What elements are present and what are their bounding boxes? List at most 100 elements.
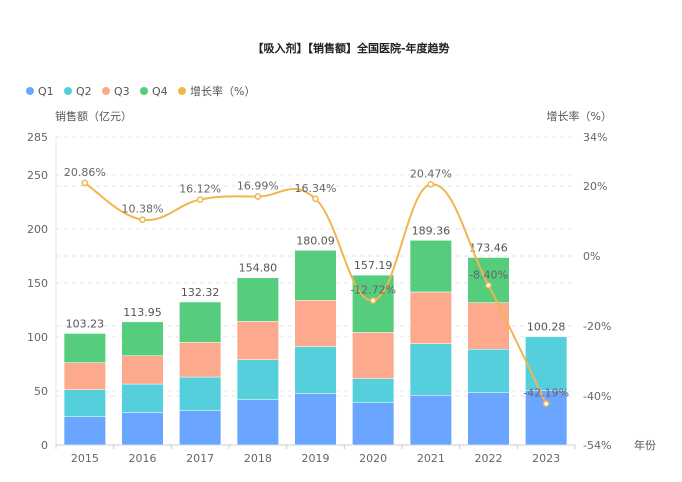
bar-total-label: 173.46 <box>469 242 508 255</box>
growth-rate-point <box>542 400 550 408</box>
growth-rate-point <box>139 216 146 224</box>
y2-tick-label: 0% <box>583 250 600 263</box>
bar-q3-2020 <box>352 332 395 380</box>
y-tick-label: 0 <box>41 439 48 452</box>
bar-q2-2015 <box>63 389 106 417</box>
y-tick-label: 150 <box>27 277 48 290</box>
bar-total-label: 154.80 <box>239 262 278 275</box>
bar-q1-2015 <box>63 416 106 446</box>
growth-rate-label: 10.38% <box>122 203 164 216</box>
bar-q3-2015 <box>63 362 106 390</box>
bar-q2-2021 <box>409 343 452 396</box>
bar-q4-2016 <box>121 321 164 356</box>
bar-q3-2016 <box>121 355 164 385</box>
x-tick-label: 2015 <box>71 452 99 465</box>
bar-q1-2020 <box>352 402 395 446</box>
y-tick-label: 250 <box>27 169 48 182</box>
bar-q1-2021 <box>409 395 452 446</box>
bar-series <box>63 240 568 446</box>
bar-q3-2022 <box>467 302 510 350</box>
growth-rate-point <box>427 181 435 188</box>
growth-rate-label: 20.86% <box>64 166 106 179</box>
chart-title: 【吸入剂】【销售额】全国医院-年度趋势 <box>252 41 449 55</box>
legend-marker-4 <box>178 87 186 95</box>
growth-rate-label: 16.12% <box>179 183 221 196</box>
x-tick-label: 2023 <box>532 452 560 465</box>
bar-q1-2016 <box>121 412 164 446</box>
x-tick-label: 2020 <box>359 452 387 465</box>
bar-q4-2017 <box>179 301 222 343</box>
y-axis-name: 销售额（亿元） <box>55 109 132 123</box>
bar-q1-2018 <box>236 399 279 446</box>
growth-rate-point <box>196 196 204 203</box>
growth-rate-point <box>254 193 262 200</box>
bar-q2-2019 <box>294 346 337 394</box>
y2-tick-label: 34% <box>583 131 607 144</box>
x-tick-label: 2017 <box>186 452 214 465</box>
bar-q2-2023 <box>525 336 568 391</box>
legend-label-0: Q1 <box>38 85 54 98</box>
x-tick-label: 2019 <box>302 452 330 465</box>
growth-rate-series: 20.86% 10.38% 16.12% 16.99% 16.34% -12.72% 20.… <box>64 166 569 408</box>
x-axis-name: 年份 <box>634 438 656 452</box>
bar-total-label: 103.23 <box>66 317 105 330</box>
bar-q1-2022 <box>467 392 510 446</box>
y2-tick-label: 20% <box>583 180 607 193</box>
bar-total-labels: 103.23 113.95 132.32 154.80 180.09 157.19 189.… <box>66 224 566 333</box>
bar-q4-2015 <box>63 333 106 363</box>
growth-rate-line <box>84 182 548 405</box>
bar-total-label: 132.32 <box>181 286 220 299</box>
legend-label-2: Q3 <box>114 85 130 98</box>
legend: Q1 Q2 Q3 Q4 增长率（%） <box>26 84 255 98</box>
x-tick-label: 2022 <box>475 452 503 465</box>
legend-label-1: Q2 <box>76 85 92 98</box>
bar-q3-2018 <box>236 321 279 360</box>
bar-q2-2017 <box>179 376 222 411</box>
bar-q3-2021 <box>409 291 452 344</box>
legend-label-4: 增长率（%） <box>190 84 255 98</box>
growth-rate-label: 16.99% <box>237 180 279 193</box>
growth-rate-label: -8.40% <box>469 268 508 281</box>
legend-label-3: Q4 <box>152 85 168 98</box>
bar-q2-2020 <box>352 378 395 403</box>
growth-rate-point <box>485 282 492 289</box>
bar-q2-2018 <box>236 359 279 400</box>
growth-rate-point <box>81 179 89 187</box>
growth-rate-label: -42.19% <box>523 387 569 400</box>
y-tick-label: 200 <box>27 223 48 236</box>
legend-marker-3 <box>140 87 148 95</box>
y2-tick-label: -20% <box>583 320 611 333</box>
y-tick-label: 100 <box>27 331 48 344</box>
bar-q4-2022 <box>467 257 510 303</box>
axes: 0 50 100 150 200 250 285 -54% -40% -20% 0% 20% 34% 20… <box>27 131 611 465</box>
bar-q1-2017 <box>179 410 222 446</box>
bar-q4-2018 <box>236 277 279 322</box>
x-tick-label: 2021 <box>417 452 445 465</box>
y-tick-label: 285 <box>27 131 48 144</box>
y-tick-label: 50 <box>34 385 48 398</box>
growth-rate-point <box>312 195 319 203</box>
bar-q4-2019 <box>294 250 337 301</box>
bar-q2-2016 <box>121 383 164 413</box>
growth-rate-label: -12.72% <box>350 284 396 297</box>
bar-total-label: 189.36 <box>412 224 451 237</box>
legend-marker-2 <box>102 87 110 95</box>
y2-tick-label: -54% <box>583 439 611 452</box>
bar-q3-2019 <box>294 300 337 347</box>
legend-marker-1 <box>64 87 72 95</box>
growth-rate-point <box>369 297 377 304</box>
bar-q2-2022 <box>467 348 510 393</box>
bar-total-label: 113.95 <box>123 306 162 319</box>
bar-total-label: 157.19 <box>354 259 393 272</box>
y2-axis-name: 增长率（%） <box>547 109 612 123</box>
bar-total-label: 100.28 <box>527 321 566 334</box>
bar-q4-2021 <box>409 240 452 293</box>
x-tick-label: 2018 <box>244 452 272 465</box>
bar-q3-2017 <box>179 342 222 378</box>
y2-tick-label: -40% <box>583 390 611 403</box>
bar-q1-2019 <box>294 393 337 446</box>
growth-rate-label: 16.34% <box>295 182 337 195</box>
x-tick-label: 2016 <box>129 452 157 465</box>
growth-rate-label: 20.47% <box>410 167 452 180</box>
